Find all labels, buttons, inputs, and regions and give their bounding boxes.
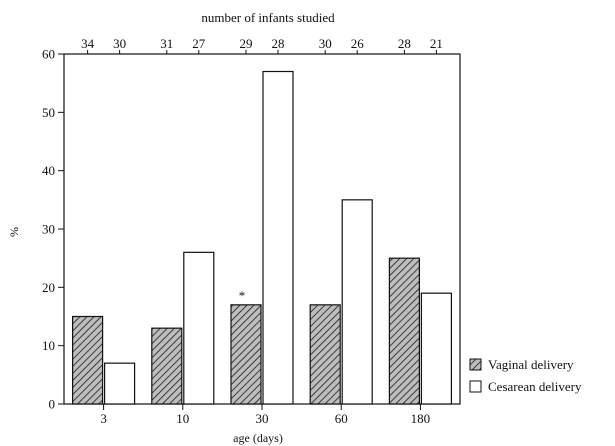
y-tick-label: 50 xyxy=(42,105,55,120)
infant-count-label: 28 xyxy=(398,36,411,51)
y-tick-label: 20 xyxy=(42,280,55,295)
significance-asterisk: * xyxy=(239,288,246,303)
infant-count-label: 26 xyxy=(351,36,365,51)
x-axis-title: age (days) xyxy=(233,431,283,445)
legend-swatch-cesarean xyxy=(469,380,482,393)
x-tick-label: 3 xyxy=(100,411,107,426)
infant-count-label: 21 xyxy=(430,36,443,51)
bar-vaginal xyxy=(71,315,104,405)
x-tick-label: 60 xyxy=(335,411,348,426)
bar-vaginal xyxy=(388,257,420,405)
x-tick-label: 180 xyxy=(411,411,431,426)
y-tick-label: 0 xyxy=(49,397,56,412)
infant-count-label: 34 xyxy=(81,36,95,51)
legend-swatch-vaginal xyxy=(469,358,482,371)
bar-vaginal xyxy=(309,304,341,405)
x-tick-label: 10 xyxy=(176,411,189,426)
bar-cesarean xyxy=(103,362,136,405)
y-tick-label: 30 xyxy=(42,222,55,237)
infant-count-label: 28 xyxy=(272,36,285,51)
infant-count-label: 30 xyxy=(113,36,126,51)
y-tick-label: 40 xyxy=(42,163,55,178)
infant-count-label: 30 xyxy=(319,36,332,51)
infant-count-label: 27 xyxy=(192,36,206,51)
infant-count-label: 31 xyxy=(160,36,173,51)
top-axis-title: number of infants studied xyxy=(201,10,335,25)
bar-cesarean xyxy=(420,292,452,405)
x-tick-label: 30 xyxy=(256,411,269,426)
infant-count-label: 29 xyxy=(240,36,253,51)
legend-label-vaginal: Vaginal delivery xyxy=(488,357,574,372)
bar-vaginal xyxy=(151,327,183,405)
y-tick-label: 60 xyxy=(42,47,55,62)
bar-cesarean xyxy=(183,251,215,405)
marks-layer: 0 10 20 30 40 50 60 3 34 30 10 31 27 30 29 28 60 30 26 180 2… xyxy=(42,36,582,426)
bar-cesarean xyxy=(341,199,373,405)
y-axis-title: % xyxy=(7,227,21,237)
bar-cesarean xyxy=(262,70,294,405)
y-tick-label: 10 xyxy=(42,338,55,353)
bar-vaginal xyxy=(230,304,262,405)
legend-label-cesarean: Cesarean delivery xyxy=(488,379,582,394)
